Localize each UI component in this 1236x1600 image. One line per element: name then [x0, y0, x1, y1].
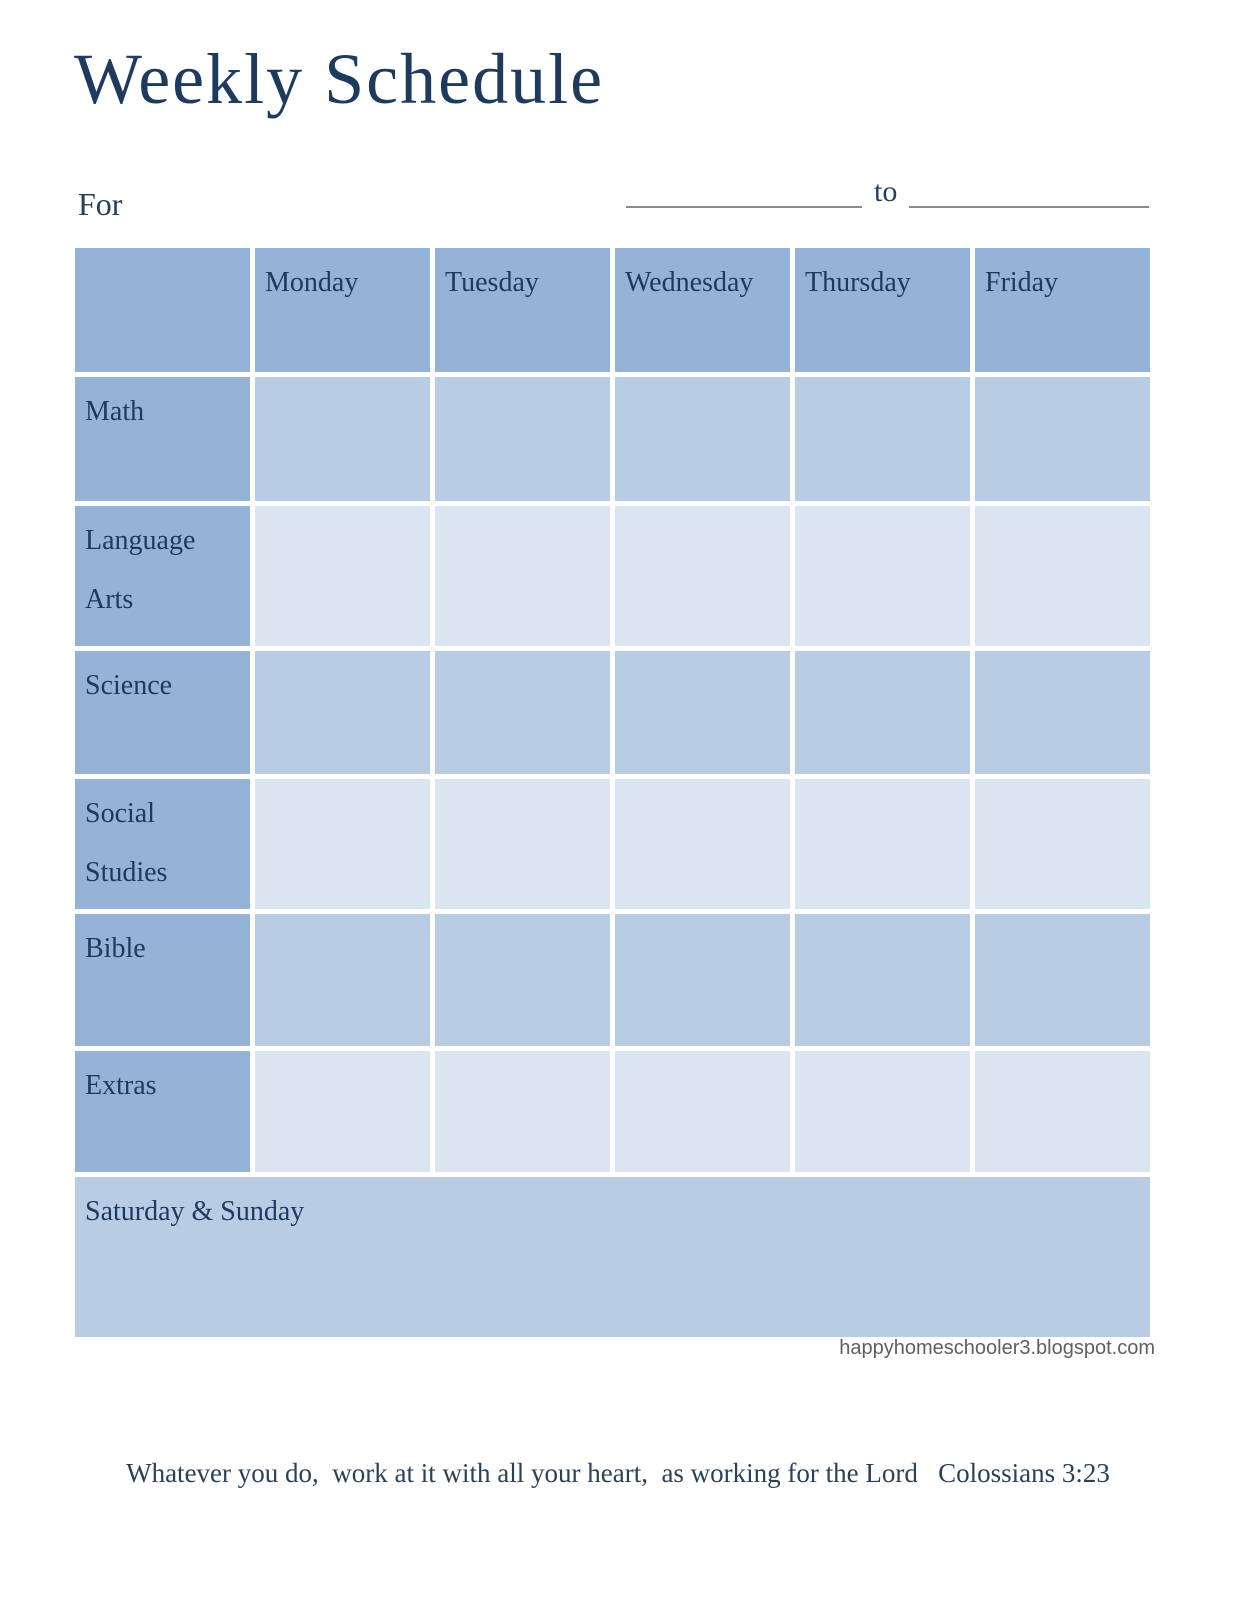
table-row-social-studies: Social Studies	[75, 779, 1150, 909]
corner-cell	[75, 248, 250, 372]
schedule-cell[interactable]	[435, 1050, 610, 1172]
day-header-friday: Friday	[975, 248, 1150, 372]
row-label-language-arts: Language Arts	[75, 506, 250, 646]
scripture-quote: Whatever you do, work at it with all you…	[126, 1458, 1110, 1488]
schedule-cell[interactable]	[795, 651, 970, 774]
row-label-bible: Bible	[75, 913, 250, 1046]
table-header-row: Monday Tuesday Wednesday Thursday Friday	[75, 248, 1150, 372]
table-row-bible: Bible	[75, 913, 1150, 1046]
schedule-cell[interactable]	[435, 913, 610, 1046]
for-label: For	[78, 186, 123, 222]
schedule-cell[interactable]	[975, 913, 1150, 1046]
schedule-table: Monday Tuesday Wednesday Thursday Friday…	[70, 243, 1155, 1342]
schedule-cell[interactable]	[255, 377, 430, 501]
row-label-math: Math	[75, 377, 250, 501]
table-row-language-arts: Language Arts	[75, 506, 1150, 646]
to-label: to	[874, 175, 898, 208]
schedule-cell[interactable]	[975, 779, 1150, 909]
date-from-field[interactable]	[626, 172, 862, 208]
page-title: Weekly Schedule	[74, 39, 605, 119]
schedule-cell[interactable]	[795, 506, 970, 646]
schedule-cell[interactable]	[975, 651, 1150, 774]
schedule-cell[interactable]	[795, 913, 970, 1046]
schedule-cell[interactable]	[435, 506, 610, 646]
table-row-extras: Extras	[75, 1050, 1150, 1172]
schedule-cell[interactable]	[615, 377, 790, 501]
schedule-cell[interactable]	[255, 779, 430, 909]
date-to-field[interactable]	[909, 172, 1150, 208]
schedule-cell[interactable]	[615, 506, 790, 646]
schedule-cell[interactable]	[615, 779, 790, 909]
table-row-weekend: Saturday & Sunday	[75, 1176, 1150, 1337]
day-header-tuesday: Tuesday	[435, 248, 610, 372]
schedule-cell[interactable]	[615, 1050, 790, 1172]
schedule-cell[interactable]	[975, 377, 1150, 501]
schedule-cell[interactable]	[255, 506, 430, 646]
schedule-cell[interactable]	[795, 779, 970, 909]
day-header-wednesday: Wednesday	[615, 248, 790, 372]
row-label-weekend: Saturday & Sunday	[85, 1195, 305, 1227]
schedule-cell[interactable]	[255, 651, 430, 774]
schedule-cell[interactable]	[435, 377, 610, 501]
day-header-thursday: Thursday	[795, 248, 970, 372]
schedule-cell[interactable]	[795, 377, 970, 501]
day-header-monday: Monday	[255, 248, 430, 372]
schedule-cell[interactable]	[975, 506, 1150, 646]
schedule-cell[interactable]	[615, 913, 790, 1046]
schedule-cell[interactable]	[795, 1050, 970, 1172]
row-label-extras: Extras	[75, 1050, 250, 1172]
date-range: to	[626, 172, 1150, 208]
schedule-cell[interactable]	[435, 651, 610, 774]
row-label-science: Science	[75, 651, 250, 774]
schedule-cell[interactable]	[255, 913, 430, 1046]
schedule-cell[interactable]	[435, 779, 610, 909]
schedule-cell[interactable]	[615, 651, 790, 774]
table-row-science: Science	[75, 651, 1150, 774]
schedule-cell[interactable]	[255, 1050, 430, 1172]
site-url: happyhomeschooler3.blogspot.com	[839, 1337, 1155, 1359]
table-row-math: Math	[75, 377, 1150, 501]
schedule-cell[interactable]	[975, 1050, 1150, 1172]
weekend-cell[interactable]: Saturday & Sunday	[75, 1176, 1150, 1337]
row-label-social-studies: Social Studies	[75, 779, 250, 909]
